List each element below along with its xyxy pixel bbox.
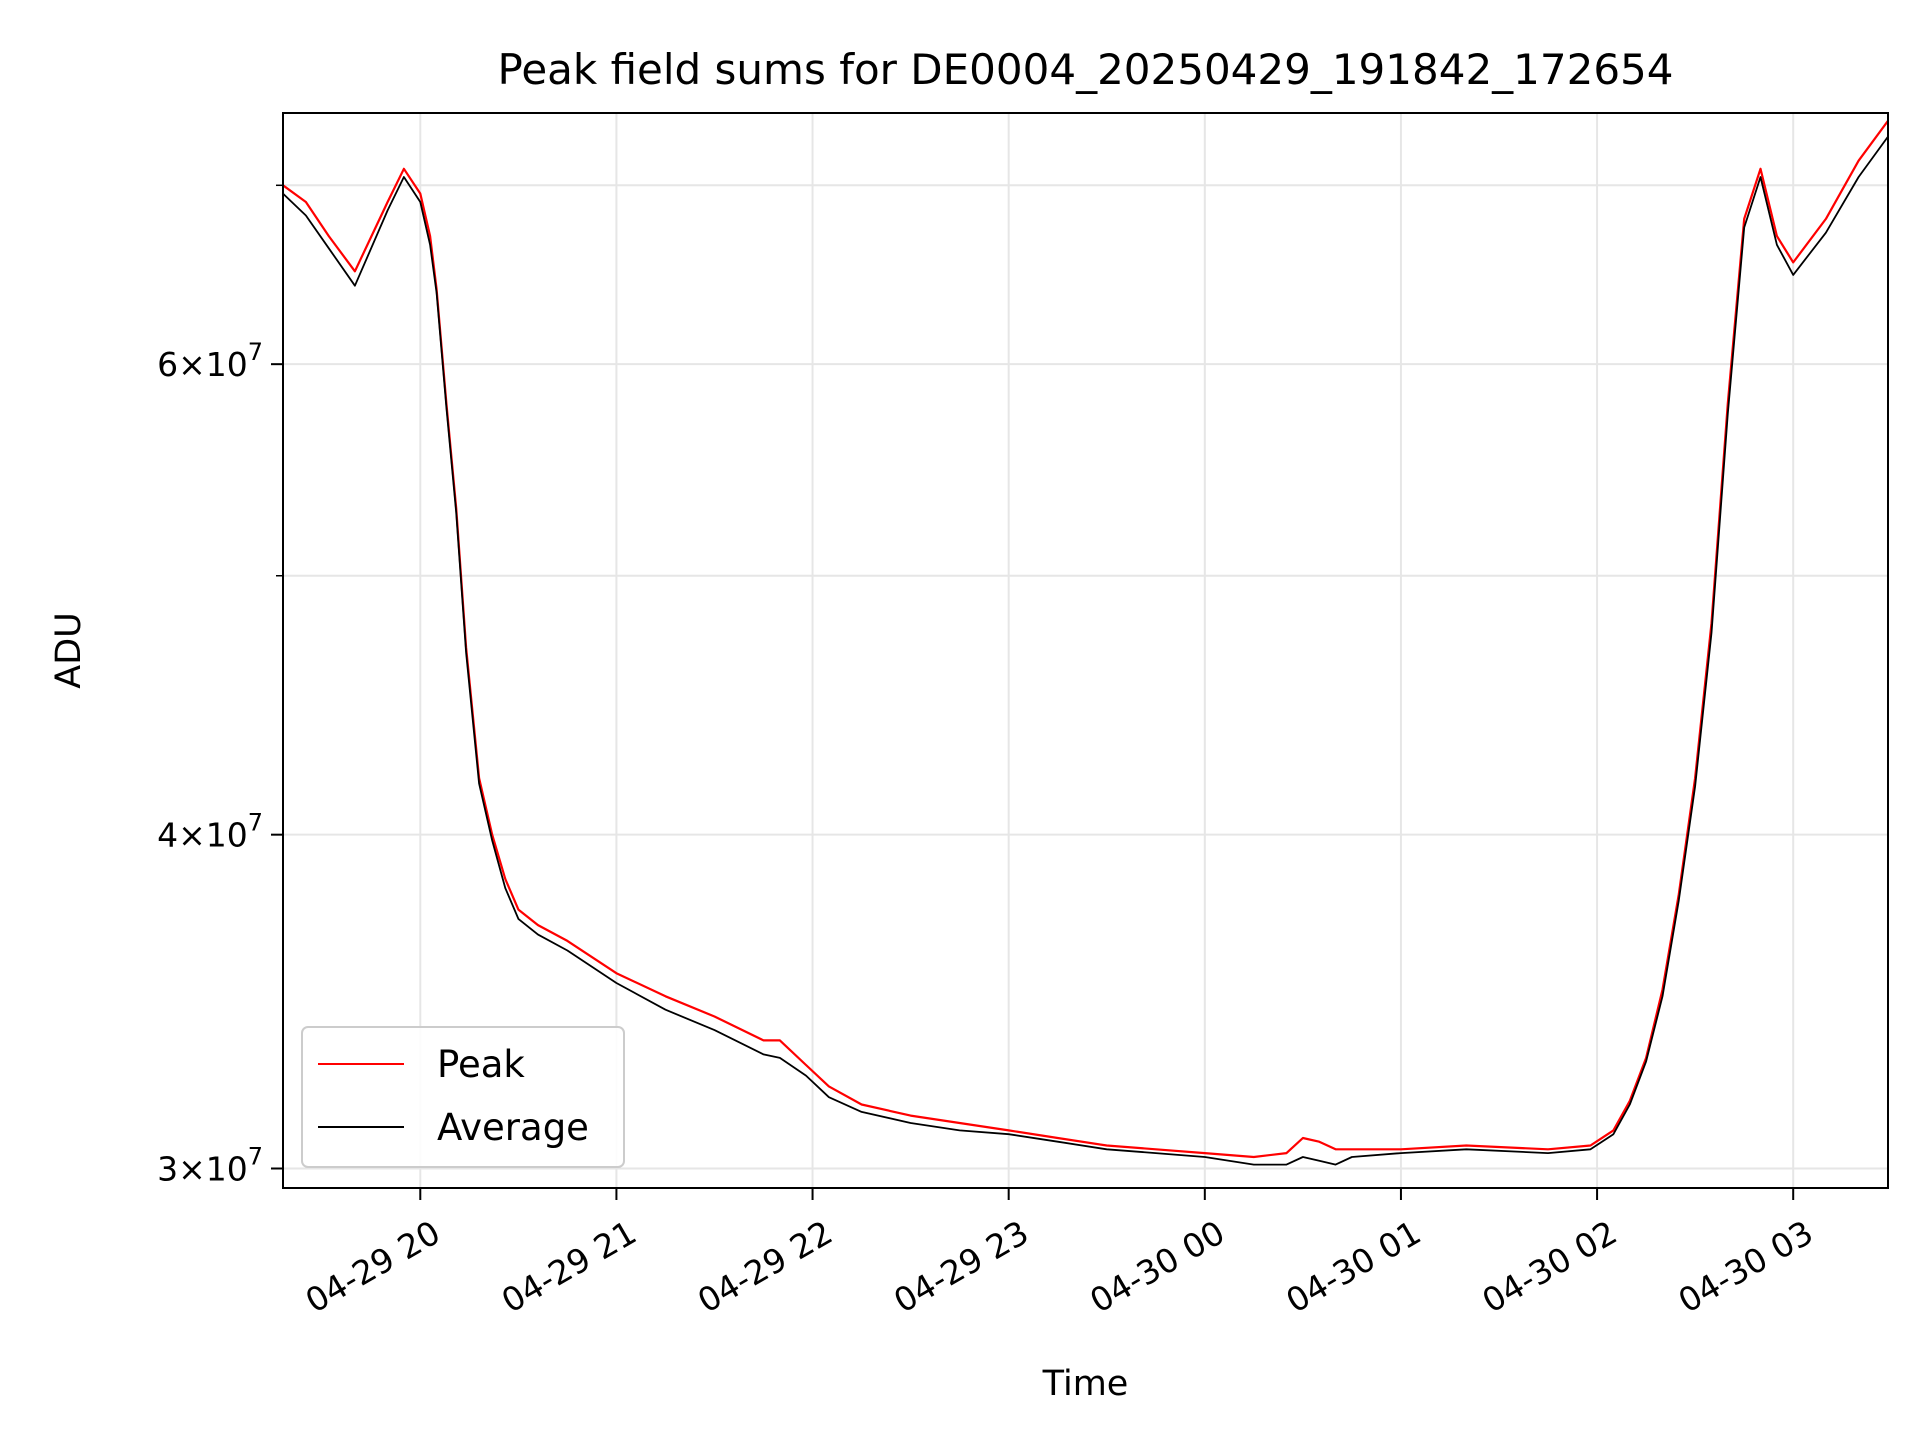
y-axis-title: ADU xyxy=(49,612,89,689)
y-tick-label: 6×107 xyxy=(157,338,263,384)
y-tick-label: 3×107 xyxy=(157,1142,263,1188)
chart-title: Peak field sums for DE0004_20250429_1918… xyxy=(498,45,1674,94)
series-line-average xyxy=(282,136,1889,1166)
y-tick-exponent: 7 xyxy=(248,809,263,837)
series-layer xyxy=(282,120,1889,1166)
y-tick-times: ×10 xyxy=(178,816,248,855)
x-axis-title: Time xyxy=(1042,1364,1129,1404)
legend-label-peak: Peak xyxy=(437,1043,525,1086)
y-tick-base: 4 xyxy=(157,816,178,855)
plot-frame xyxy=(282,112,1889,1189)
legend: Peak Average xyxy=(301,1026,625,1168)
legend-label-average: Average xyxy=(437,1106,589,1149)
y-tick-exponent: 7 xyxy=(248,1142,263,1170)
legend-box xyxy=(301,1026,625,1168)
grid xyxy=(283,113,1888,1188)
y-tick-base: 3 xyxy=(157,1149,178,1188)
y-tick-times: ×10 xyxy=(178,1149,248,1188)
y-tick-label: 4×107 xyxy=(157,809,263,855)
y-tick-exponent: 7 xyxy=(248,338,263,366)
y-tick-base: 6 xyxy=(157,345,178,384)
y-tick-times: ×10 xyxy=(178,345,248,384)
